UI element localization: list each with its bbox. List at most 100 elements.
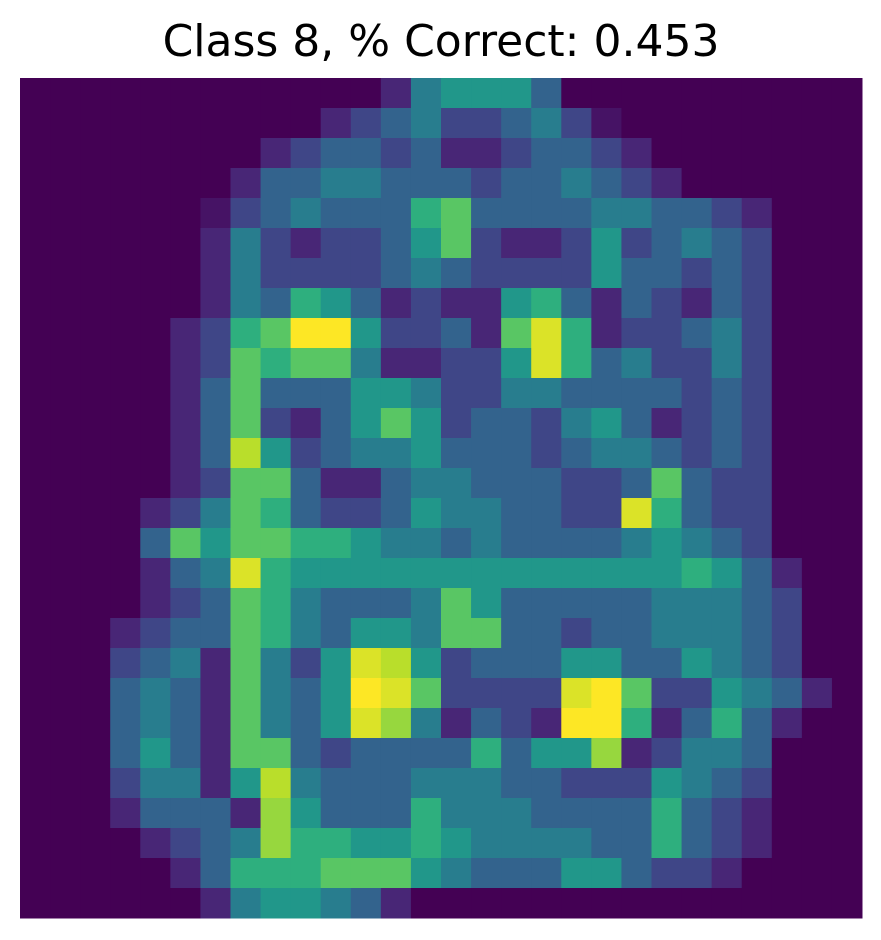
heatmap-cell [110, 288, 141, 319]
heatmap-cell [531, 888, 562, 919]
heatmap-cell [290, 168, 322, 199]
heatmap-cell [831, 768, 863, 799]
heatmap-cell [140, 708, 171, 739]
heatmap-cell [140, 108, 171, 139]
heatmap-cell [20, 78, 51, 109]
heatmap-cell [380, 318, 412, 349]
heatmap-cell [741, 108, 773, 139]
heatmap-cell [441, 318, 472, 349]
heatmap-cell [591, 408, 622, 439]
heatmap-cell [380, 708, 412, 739]
heatmap-cell [290, 588, 322, 619]
heatmap-cell [80, 678, 111, 709]
heatmap-cell [801, 528, 833, 559]
heatmap-cell [681, 738, 713, 769]
heatmap-cell [711, 528, 743, 559]
heatmap-cell [711, 888, 743, 919]
heatmap-cell [801, 648, 833, 679]
heatmap-cell [621, 468, 652, 499]
heatmap-cell [50, 648, 81, 679]
heatmap-cell [170, 738, 201, 769]
heatmap-cell [831, 888, 863, 919]
heatmap-cell [771, 138, 803, 169]
heatmap-cell [531, 198, 562, 229]
heatmap-cell [350, 408, 382, 439]
heatmap-cell [501, 258, 532, 289]
heatmap-cell [561, 348, 592, 379]
heatmap-cell [711, 348, 743, 379]
heatmap-cell [501, 198, 532, 229]
heatmap-cell [200, 708, 231, 739]
heatmap-cell [501, 168, 532, 199]
heatmap-cell [831, 648, 863, 679]
heatmap-cell [741, 708, 773, 739]
heatmap-cell [200, 108, 231, 139]
heatmap-cell [441, 558, 472, 589]
heatmap-cell [110, 348, 141, 379]
heatmap-cell [621, 558, 652, 589]
heatmap-cell [140, 498, 171, 529]
heatmap-cell [501, 858, 532, 889]
heatmap-cell [561, 408, 592, 439]
heatmap-cell [110, 738, 141, 769]
heatmap-cell [380, 438, 412, 469]
heatmap-cell [350, 348, 382, 379]
heatmap-cell [200, 258, 231, 289]
heatmap-cell [801, 228, 833, 259]
heatmap-cell [350, 858, 382, 889]
heatmap-cell [80, 708, 111, 739]
heatmap-cell [140, 828, 171, 859]
heatmap-cell [290, 468, 322, 499]
heatmap-cell [350, 888, 382, 919]
heatmap-cell [80, 528, 111, 559]
heatmap-cell [50, 78, 81, 109]
heatmap-cell [651, 858, 683, 889]
heatmap-cell [771, 558, 803, 589]
heatmap-cell [320, 438, 352, 469]
heatmap-cell [20, 438, 51, 469]
heatmap-cell [380, 738, 412, 769]
heatmap-cell [801, 258, 833, 289]
heatmap-cell [170, 708, 201, 739]
heatmap [20, 78, 863, 919]
heatmap-cell [801, 798, 833, 829]
heatmap-cell [711, 798, 743, 829]
heatmap-cell [260, 708, 292, 739]
heatmap-cell [651, 768, 683, 799]
heatmap-cell [441, 708, 472, 739]
heatmap-cell [531, 378, 562, 409]
heatmap-cell [230, 138, 262, 169]
heatmap-cell [380, 408, 412, 439]
heatmap-cell [801, 438, 833, 469]
heatmap-cell [320, 588, 352, 619]
heatmap-cell [561, 888, 592, 919]
heatmap-cell [230, 378, 262, 409]
heatmap-cell [230, 798, 262, 829]
heatmap-cell [741, 258, 773, 289]
heatmap-cell [20, 828, 51, 859]
heatmap-cell [380, 558, 412, 589]
heatmap-cell [801, 828, 833, 859]
heatmap-cell [831, 168, 863, 199]
heatmap-cell [410, 408, 442, 439]
heatmap-cell [380, 828, 412, 859]
heatmap-cell [140, 648, 171, 679]
heatmap-cell [591, 318, 622, 349]
heatmap-cell [651, 528, 683, 559]
heatmap-cell [561, 438, 592, 469]
heatmap-cell [140, 468, 171, 499]
heatmap-cell [410, 168, 442, 199]
heatmap-cell [80, 288, 111, 319]
heatmap-cell [110, 108, 141, 139]
heatmap-cell [741, 138, 773, 169]
heatmap-cell [410, 228, 442, 259]
heatmap-cell [471, 468, 502, 499]
heatmap-cell [771, 348, 803, 379]
heatmap-cell [320, 228, 352, 259]
heatmap-cell [711, 468, 743, 499]
heatmap-cell [170, 288, 201, 319]
heatmap-cell [831, 858, 863, 889]
heatmap-cell [471, 618, 502, 649]
heatmap-cell [20, 558, 51, 589]
heatmap-cell [200, 228, 231, 259]
